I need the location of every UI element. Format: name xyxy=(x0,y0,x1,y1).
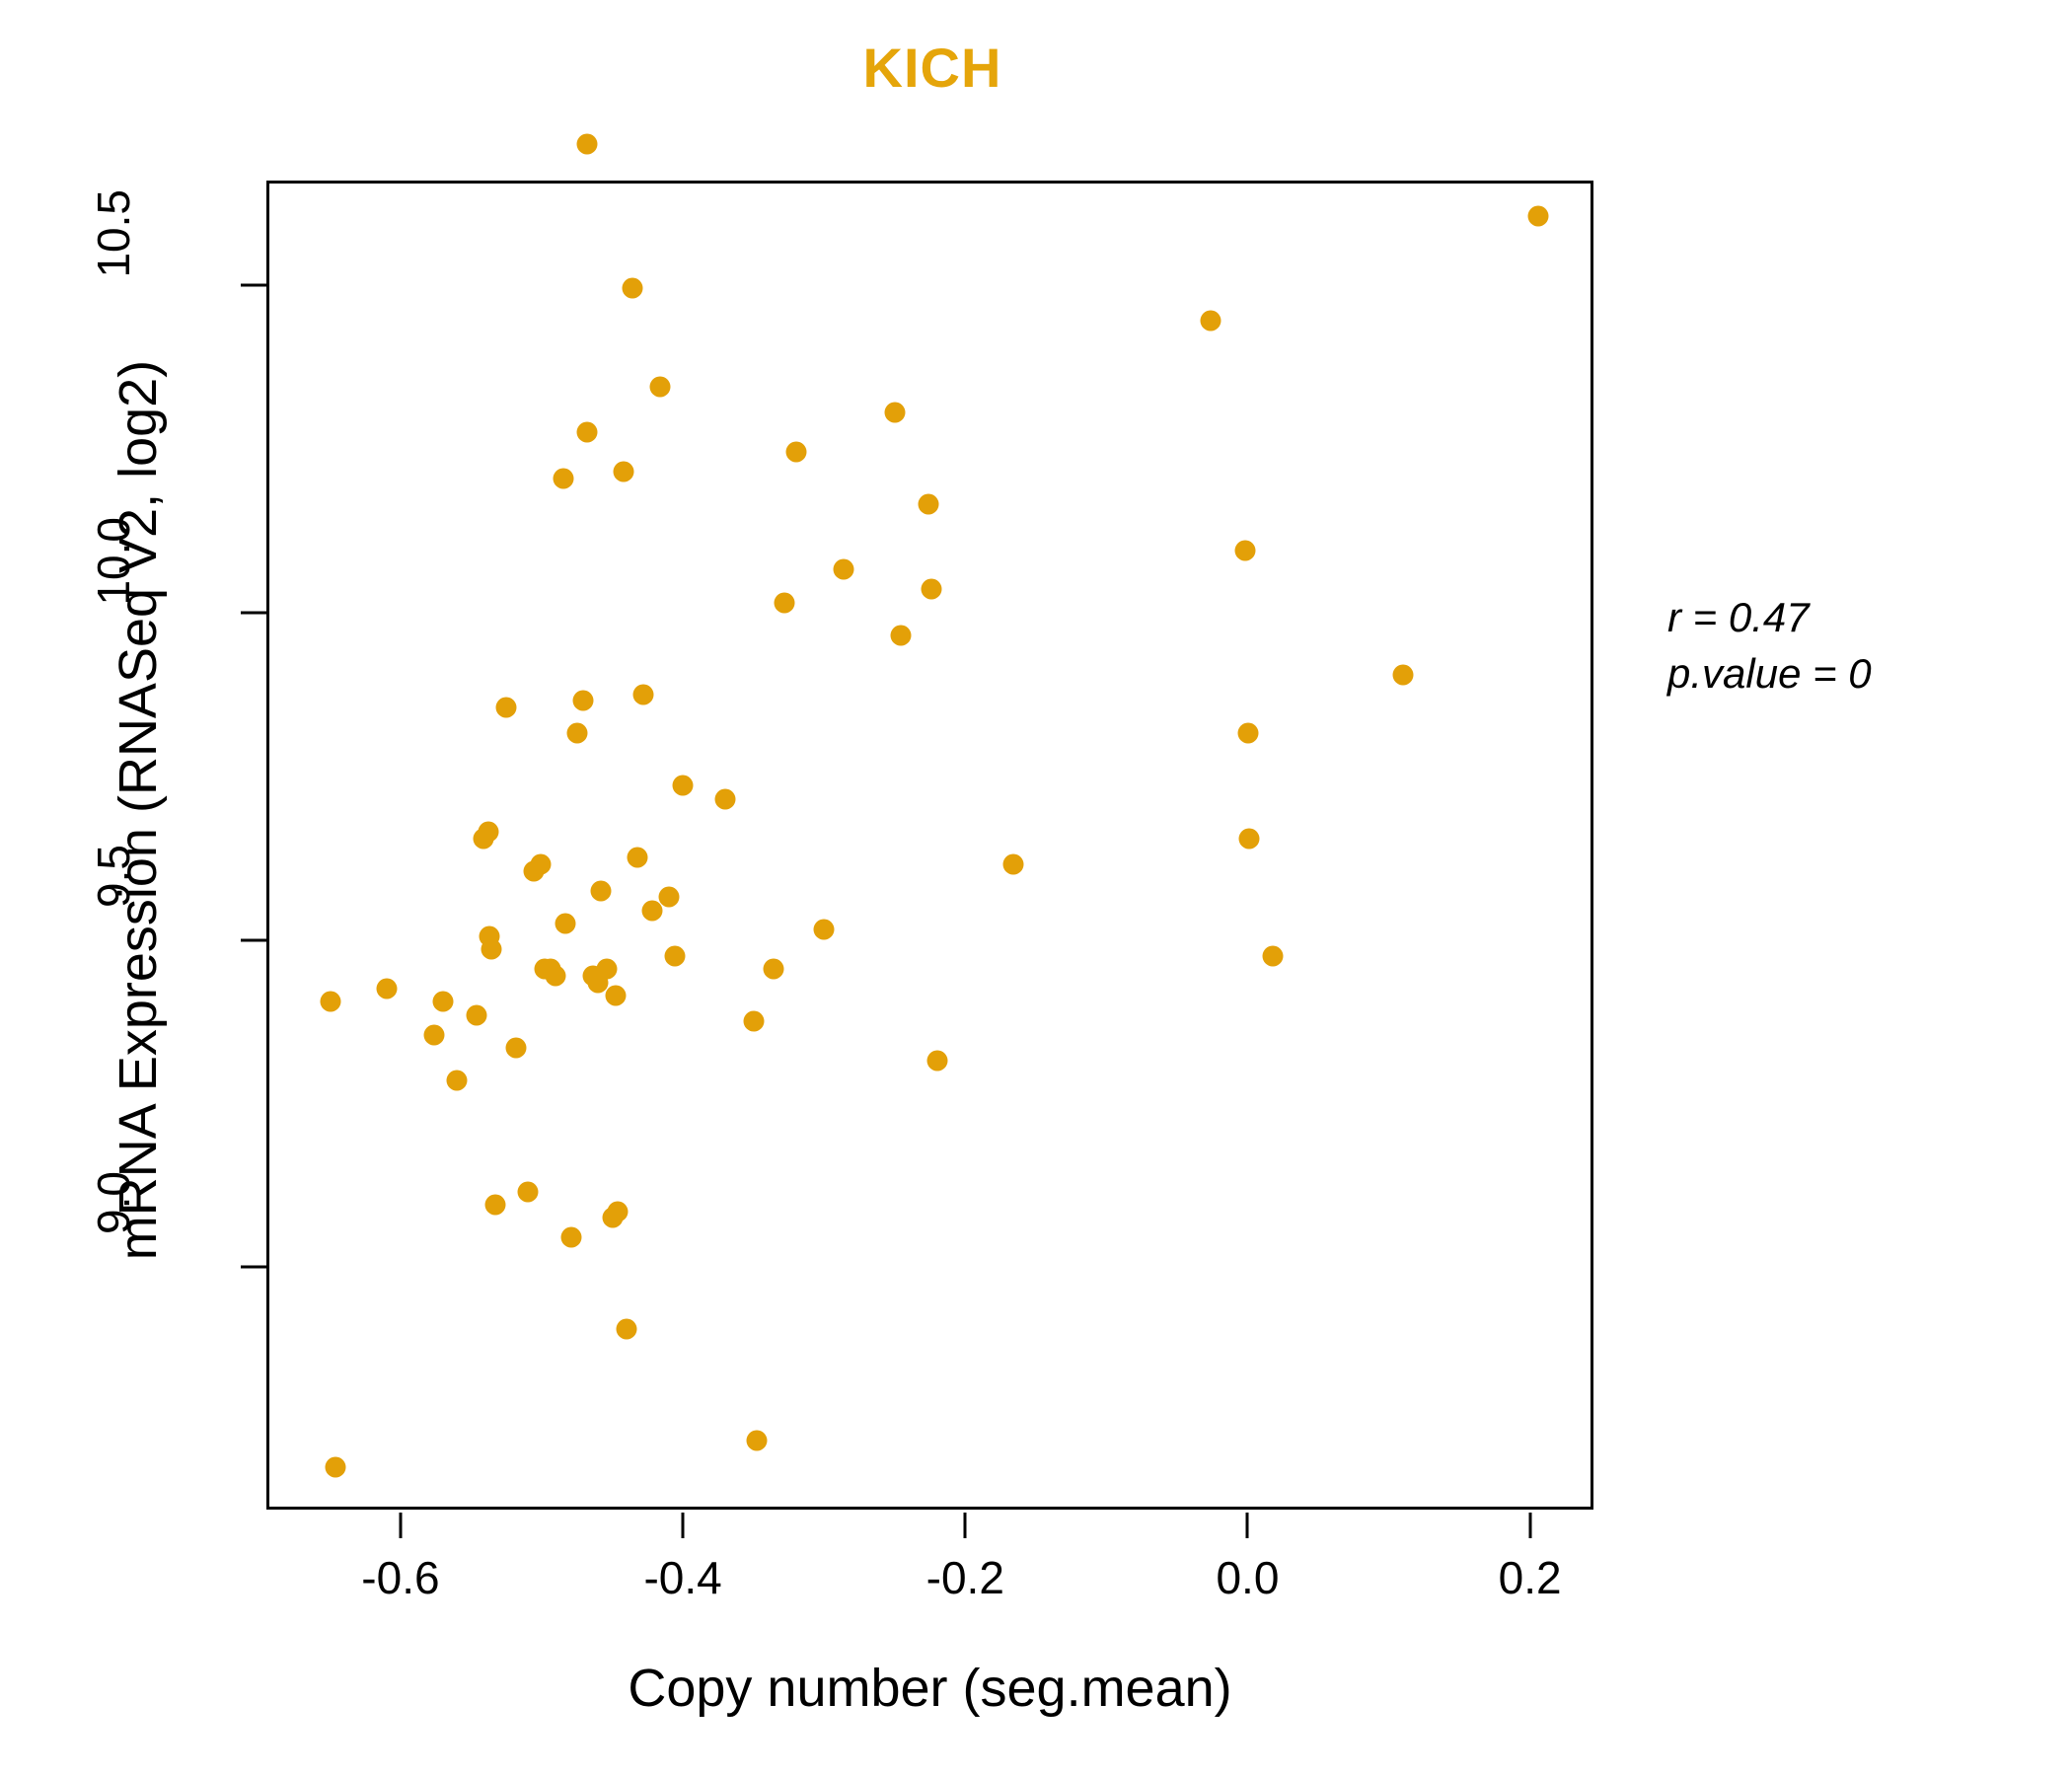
x-axis-label: Copy number (seg.mean) xyxy=(628,1659,1232,1718)
data-point xyxy=(672,775,694,796)
x-axis-tick xyxy=(963,1513,967,1538)
data-point xyxy=(446,1070,468,1091)
data-point xyxy=(785,441,807,463)
x-axis-tick xyxy=(1528,1513,1532,1538)
data-point xyxy=(833,558,854,580)
data-point xyxy=(576,421,598,443)
data-point xyxy=(1234,540,1256,561)
data-point xyxy=(1238,828,1260,850)
plot-area xyxy=(266,133,1593,1510)
data-point xyxy=(320,991,341,1012)
x-axis-tick-label: -0.4 xyxy=(643,1552,722,1603)
data-point xyxy=(590,880,612,902)
y-axis-tick xyxy=(241,611,266,615)
data-point xyxy=(505,1037,527,1059)
x-axis-tick-label: 0.0 xyxy=(1216,1552,1280,1603)
correlation-value: r = 0.47 xyxy=(1667,594,1810,640)
data-point xyxy=(478,821,499,843)
y-axis-tick xyxy=(241,938,266,942)
data-point xyxy=(658,886,680,908)
data-point xyxy=(553,468,574,489)
data-point xyxy=(576,133,598,155)
page-title: KICH xyxy=(862,37,1002,99)
data-point xyxy=(545,965,566,987)
data-point xyxy=(607,1201,629,1222)
data-point xyxy=(1392,664,1414,686)
y-axis-tick-label: 9.0 xyxy=(88,1171,139,1235)
data-point xyxy=(555,913,576,934)
data-point xyxy=(774,592,795,614)
data-point xyxy=(432,991,454,1012)
data-point xyxy=(616,1318,637,1340)
y-axis-tick-label: 9.5 xyxy=(88,844,139,908)
p-value: p.value = 0 xyxy=(1667,649,1872,697)
data-point xyxy=(560,1226,582,1248)
stats-annotation: r = 0.47 p.value = 0 xyxy=(1667,590,1872,702)
data-point xyxy=(495,697,517,718)
data-point xyxy=(641,900,663,922)
x-axis-tick-label: 0.2 xyxy=(1498,1552,1562,1603)
data-point xyxy=(466,1004,487,1026)
x-axis-tick xyxy=(681,1513,685,1538)
data-point xyxy=(649,376,671,398)
data-point xyxy=(714,788,736,810)
data-point xyxy=(926,1050,948,1072)
data-point xyxy=(918,493,939,515)
data-point xyxy=(743,1010,765,1032)
data-point xyxy=(376,978,398,999)
data-point xyxy=(517,1181,539,1203)
data-point xyxy=(632,684,654,705)
data-point xyxy=(481,938,502,960)
y-axis-tick xyxy=(241,283,266,287)
data-point xyxy=(484,1194,506,1216)
data-point xyxy=(325,1456,346,1478)
data-point xyxy=(1002,853,1024,875)
data-point xyxy=(530,853,552,875)
data-point xyxy=(1237,722,1259,744)
data-point xyxy=(1527,205,1549,227)
data-point xyxy=(605,985,627,1006)
data-point xyxy=(566,722,588,744)
data-point xyxy=(622,277,643,299)
data-point xyxy=(596,958,618,980)
x-axis-tick-label: -0.2 xyxy=(925,1552,1004,1603)
y-axis-tick xyxy=(241,1265,266,1269)
data-point xyxy=(1262,945,1284,967)
data-point xyxy=(813,919,835,940)
x-axis-tick-label: -0.6 xyxy=(361,1552,440,1603)
data-point xyxy=(890,625,912,646)
x-axis-tick xyxy=(1245,1513,1249,1538)
data-point xyxy=(884,402,906,423)
data-point xyxy=(921,578,942,600)
data-point xyxy=(664,945,686,967)
data-point xyxy=(423,1024,445,1046)
data-point xyxy=(746,1430,768,1451)
y-axis-tick-label: 10.0 xyxy=(88,516,139,606)
data-point xyxy=(627,847,648,868)
y-axis-tick-label: 10.5 xyxy=(88,189,139,278)
data-point xyxy=(572,690,594,711)
data-point xyxy=(763,958,784,980)
data-point xyxy=(1200,310,1221,332)
x-axis-tick xyxy=(399,1513,403,1538)
data-point xyxy=(613,461,634,482)
